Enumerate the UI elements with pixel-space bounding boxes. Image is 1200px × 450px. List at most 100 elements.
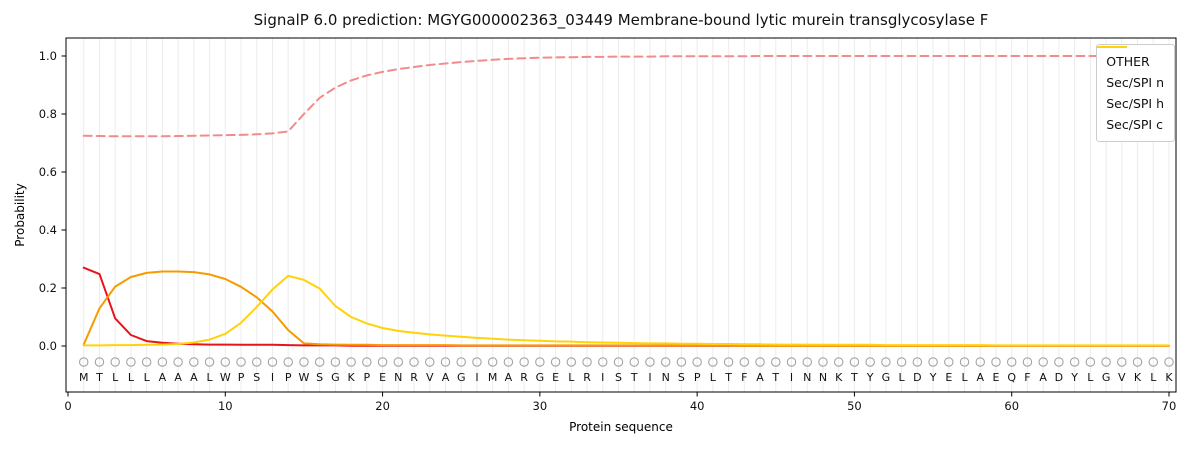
residue-letter: L	[128, 371, 135, 384]
residue-letter: G	[882, 371, 891, 384]
residue-marker	[944, 357, 954, 367]
residue-marker	[645, 357, 655, 367]
residue-letter: E	[552, 371, 559, 384]
y-tick-label: 0.8	[39, 107, 57, 121]
legend-item-label: Sec/SPI n	[1106, 75, 1164, 90]
legend-item-label: Sec/SPI h	[1106, 96, 1164, 111]
residue-marker	[771, 357, 781, 367]
residue-letter: E	[993, 371, 1000, 384]
series-line-sec-spi-h	[82, 270, 1170, 347]
residue-letter: T	[850, 371, 858, 384]
residue-letter: L	[144, 371, 151, 384]
residue-marker	[110, 357, 120, 367]
residue-marker	[786, 357, 797, 367]
residue-marker	[692, 357, 702, 367]
residue-marker	[362, 357, 372, 367]
residue-letter: N	[662, 371, 670, 384]
x-tick-label: 10	[218, 399, 233, 413]
residue-marker	[251, 357, 262, 367]
residue-letter: G	[457, 371, 466, 384]
residue-marker	[283, 357, 293, 367]
residue-letter: L	[899, 371, 906, 384]
residue-marker	[535, 357, 545, 367]
residue-letter: W	[220, 371, 231, 384]
legend-line-sample	[1097, 46, 1128, 48]
x-ticks: 0 10 20 30 40 50 60 70	[64, 392, 1176, 413]
residue-letter: P	[694, 371, 701, 384]
residue-letter: Q	[1007, 371, 1016, 384]
residue-letter: K	[1134, 371, 1142, 384]
residue-letter: S	[253, 371, 260, 384]
legend-item-sec-spi-c: Sec/SPI c	[1097, 46, 1164, 135]
residue-letter: I	[648, 371, 651, 384]
plot-border	[65, 37, 1177, 393]
chart-title: SignalP 6.0 prediction: MGYG000002363_03…	[253, 11, 989, 29]
residue-marker	[519, 357, 529, 367]
residue-letter: M	[488, 371, 498, 384]
residue-marker	[314, 357, 325, 367]
series-line-sec-spi-c	[82, 274, 1170, 347]
residue-letter: S	[678, 371, 685, 384]
residue-letter: L	[568, 371, 575, 384]
residue-letter: E	[945, 371, 952, 384]
residue-letter: A	[976, 371, 984, 384]
residue-letter: K	[1165, 371, 1173, 384]
residue-marker	[896, 357, 907, 367]
residue-letter: L	[206, 371, 213, 384]
residue-marker	[1069, 357, 1080, 367]
residue-marker	[755, 357, 765, 367]
legend-item-sec-spi-h: Sec/SPI h	[1097, 46, 1164, 114]
residue-letter: G	[536, 371, 545, 384]
residue-marker	[220, 357, 231, 367]
x-tick-label: 40	[690, 399, 705, 413]
residue-marker	[487, 357, 498, 367]
residue-marker	[566, 357, 577, 367]
residue-marker	[865, 357, 875, 367]
residue-letter: A	[190, 371, 198, 384]
residue-marker	[1038, 357, 1048, 367]
residue-marker	[676, 357, 687, 367]
x-axis-label: Protein sequence	[569, 420, 673, 434]
residue-marker	[613, 357, 624, 367]
residue-marker	[582, 357, 592, 367]
x-tick-label: 70	[1162, 399, 1177, 413]
residue-marker	[173, 357, 183, 367]
residue-letter: P	[285, 371, 292, 384]
residue-marker	[833, 357, 844, 367]
residue-marker	[1148, 357, 1159, 367]
x-tick-label: 50	[847, 399, 862, 413]
residue-letter: F	[1024, 371, 1030, 384]
residue-letter: K	[348, 371, 356, 384]
residue-marker	[991, 357, 1001, 367]
residue-marker	[472, 357, 482, 367]
residue-letter: I	[271, 371, 274, 384]
residue-marker	[440, 357, 451, 367]
residue-letter: K	[835, 371, 843, 384]
residue-marker	[299, 357, 309, 367]
y-tick-label: 0.4	[39, 223, 57, 237]
residue-marker	[598, 357, 608, 367]
residue-letter: G	[1102, 371, 1111, 384]
series-lines	[82, 55, 1170, 347]
y-tick-label: 0.2	[39, 281, 57, 295]
residue-marker	[1022, 357, 1033, 367]
residue-marker	[912, 357, 923, 367]
legend-item-sec-spi-n: Sec/SPI n	[1097, 46, 1164, 93]
residue-letter: P	[238, 371, 245, 384]
residue-letter: Y	[1070, 371, 1078, 384]
residue-letter: N	[394, 371, 402, 384]
residue-letter: R	[583, 371, 591, 384]
residue-marker	[1006, 357, 1017, 367]
residue-letter: R	[410, 371, 418, 384]
legend: OTHER Sec/SPI n Sec/SPI h Sec/SPI c	[1096, 44, 1175, 142]
residue-marker	[708, 357, 718, 367]
residue-marker	[818, 357, 828, 367]
residue-marker	[975, 357, 986, 367]
residue-letter: L	[710, 371, 717, 384]
residue-letter: D	[1055, 371, 1063, 384]
residue-marker	[377, 357, 388, 367]
series-line-other	[82, 55, 1170, 138]
residue-letter: E	[379, 371, 386, 384]
residue-marker	[802, 357, 812, 367]
residue-letter: G	[331, 371, 340, 384]
